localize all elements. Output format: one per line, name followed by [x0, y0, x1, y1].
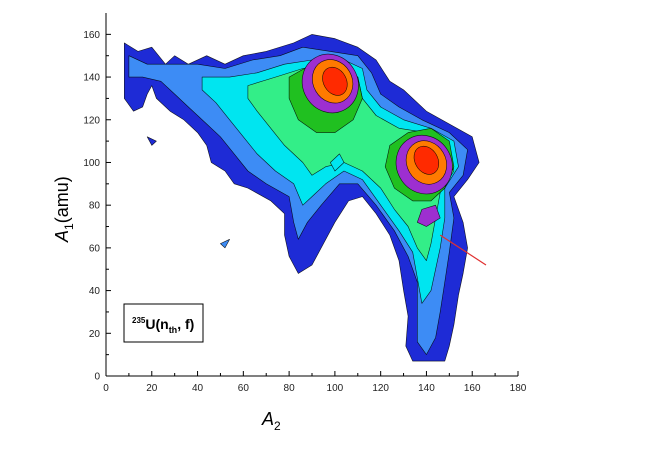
x-tick-label: 20 [146, 383, 158, 394]
contour-dip [330, 153, 345, 172]
x-tick-label: 60 [238, 383, 250, 394]
contour-island [220, 239, 230, 249]
legend-box: 235U(nth, f) [123, 303, 204, 343]
y-axis-title-main: A [52, 230, 72, 243]
y-tick-label: 160 [83, 30, 100, 41]
x-tick-label: 0 [103, 383, 109, 394]
x-axis-title-main: A [261, 409, 274, 429]
y-tick-label: 100 [83, 158, 100, 169]
y-tick-label: 0 [94, 372, 100, 383]
y-axis-title: A1(amu) [52, 176, 76, 243]
x-tick-label: 80 [284, 383, 296, 394]
y-tick-label: 60 [89, 243, 101, 254]
x-tick-label: 180 [510, 383, 527, 394]
x-axis-title: A2 [261, 409, 281, 433]
contour-peak-core-right [413, 145, 440, 175]
annotation-arrow [439, 234, 487, 266]
contour-speck [146, 136, 157, 146]
y-tick-label: 40 [89, 286, 101, 297]
x-axis-title-sub: 2 [274, 419, 281, 433]
isotope-mass: 235 [132, 316, 146, 325]
y-axis-title-sub: 1 [62, 223, 76, 230]
isotope-symbol: U(n [145, 316, 168, 332]
contour-peak-core-left [322, 66, 348, 96]
isotope-annotation: 235U(nth, f) [132, 316, 194, 335]
y-tick-label: 80 [89, 201, 101, 212]
y-tick-label: 20 [89, 329, 101, 340]
y-axis-title-suffix: (amu) [52, 176, 72, 223]
contour-purple-spot [417, 204, 441, 227]
y-tick-label: 120 [83, 115, 100, 126]
contour-fill-layer [124, 34, 480, 362]
tick-layer: 0 20 40 60 80 100 120 140 160 180 0 20 40 60 80 100 120 1… [83, 30, 526, 394]
x-tick-label: 160 [464, 383, 481, 394]
x-tick-label: 100 [327, 383, 344, 394]
isotope-tail: , f) [177, 316, 194, 332]
x-tick-label: 40 [192, 383, 204, 394]
y-tick-label: 140 [83, 73, 100, 84]
neutron-subscript: th [169, 325, 178, 335]
x-tick-label: 120 [372, 383, 389, 394]
x-tick-label: 140 [418, 383, 435, 394]
